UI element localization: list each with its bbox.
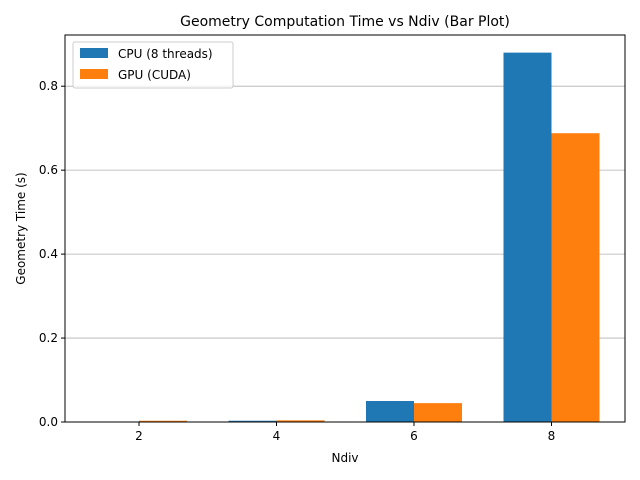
x-axis-label: Ndiv — [331, 451, 358, 465]
legend: CPU (8 threads) GPU (CUDA) — [72, 41, 234, 89]
bar-gpu-ndiv-2 — [139, 420, 187, 422]
y-tick-label: 0.0 — [39, 415, 58, 429]
bar-gpu-ndiv-6 — [414, 403, 462, 422]
legend-swatch-cpu — [80, 48, 108, 58]
bar-cpu-ndiv-4 — [228, 420, 277, 422]
y-tick-label: 0.8 — [39, 79, 58, 93]
y-axis-label: Geometry Time (s) — [14, 172, 28, 284]
axis-ticks: 0.0 0.2 0.4 0.6 0.8 2 4 6 8 — [39, 79, 555, 443]
legend-label-cpu: CPU (8 threads) — [118, 47, 213, 61]
bar-gpu-ndiv-4 — [276, 420, 325, 422]
y-tick-label: 0.6 — [39, 163, 58, 177]
y-tick-label: 0.2 — [39, 331, 58, 345]
bars — [91, 52, 600, 423]
plot-frame — [64, 34, 626, 423]
x-tick-label: 4 — [273, 429, 281, 443]
bar-cpu-ndiv-8 — [503, 52, 552, 423]
bar-cpu-ndiv-6 — [366, 401, 414, 422]
legend-swatch-gpu — [80, 69, 108, 79]
legend-label-gpu: GPU (CUDA) — [118, 68, 191, 82]
legend-box — [72, 41, 234, 89]
chart-title: Geometry Computation Time vs Ndiv (Bar P… — [180, 14, 510, 30]
x-tick-label: 6 — [410, 429, 418, 443]
y-tick-label: 0.4 — [39, 247, 58, 261]
x-tick-label: 8 — [548, 429, 556, 443]
bar-gpu-ndiv-8 — [551, 133, 600, 422]
x-tick-label: 2 — [135, 429, 143, 443]
